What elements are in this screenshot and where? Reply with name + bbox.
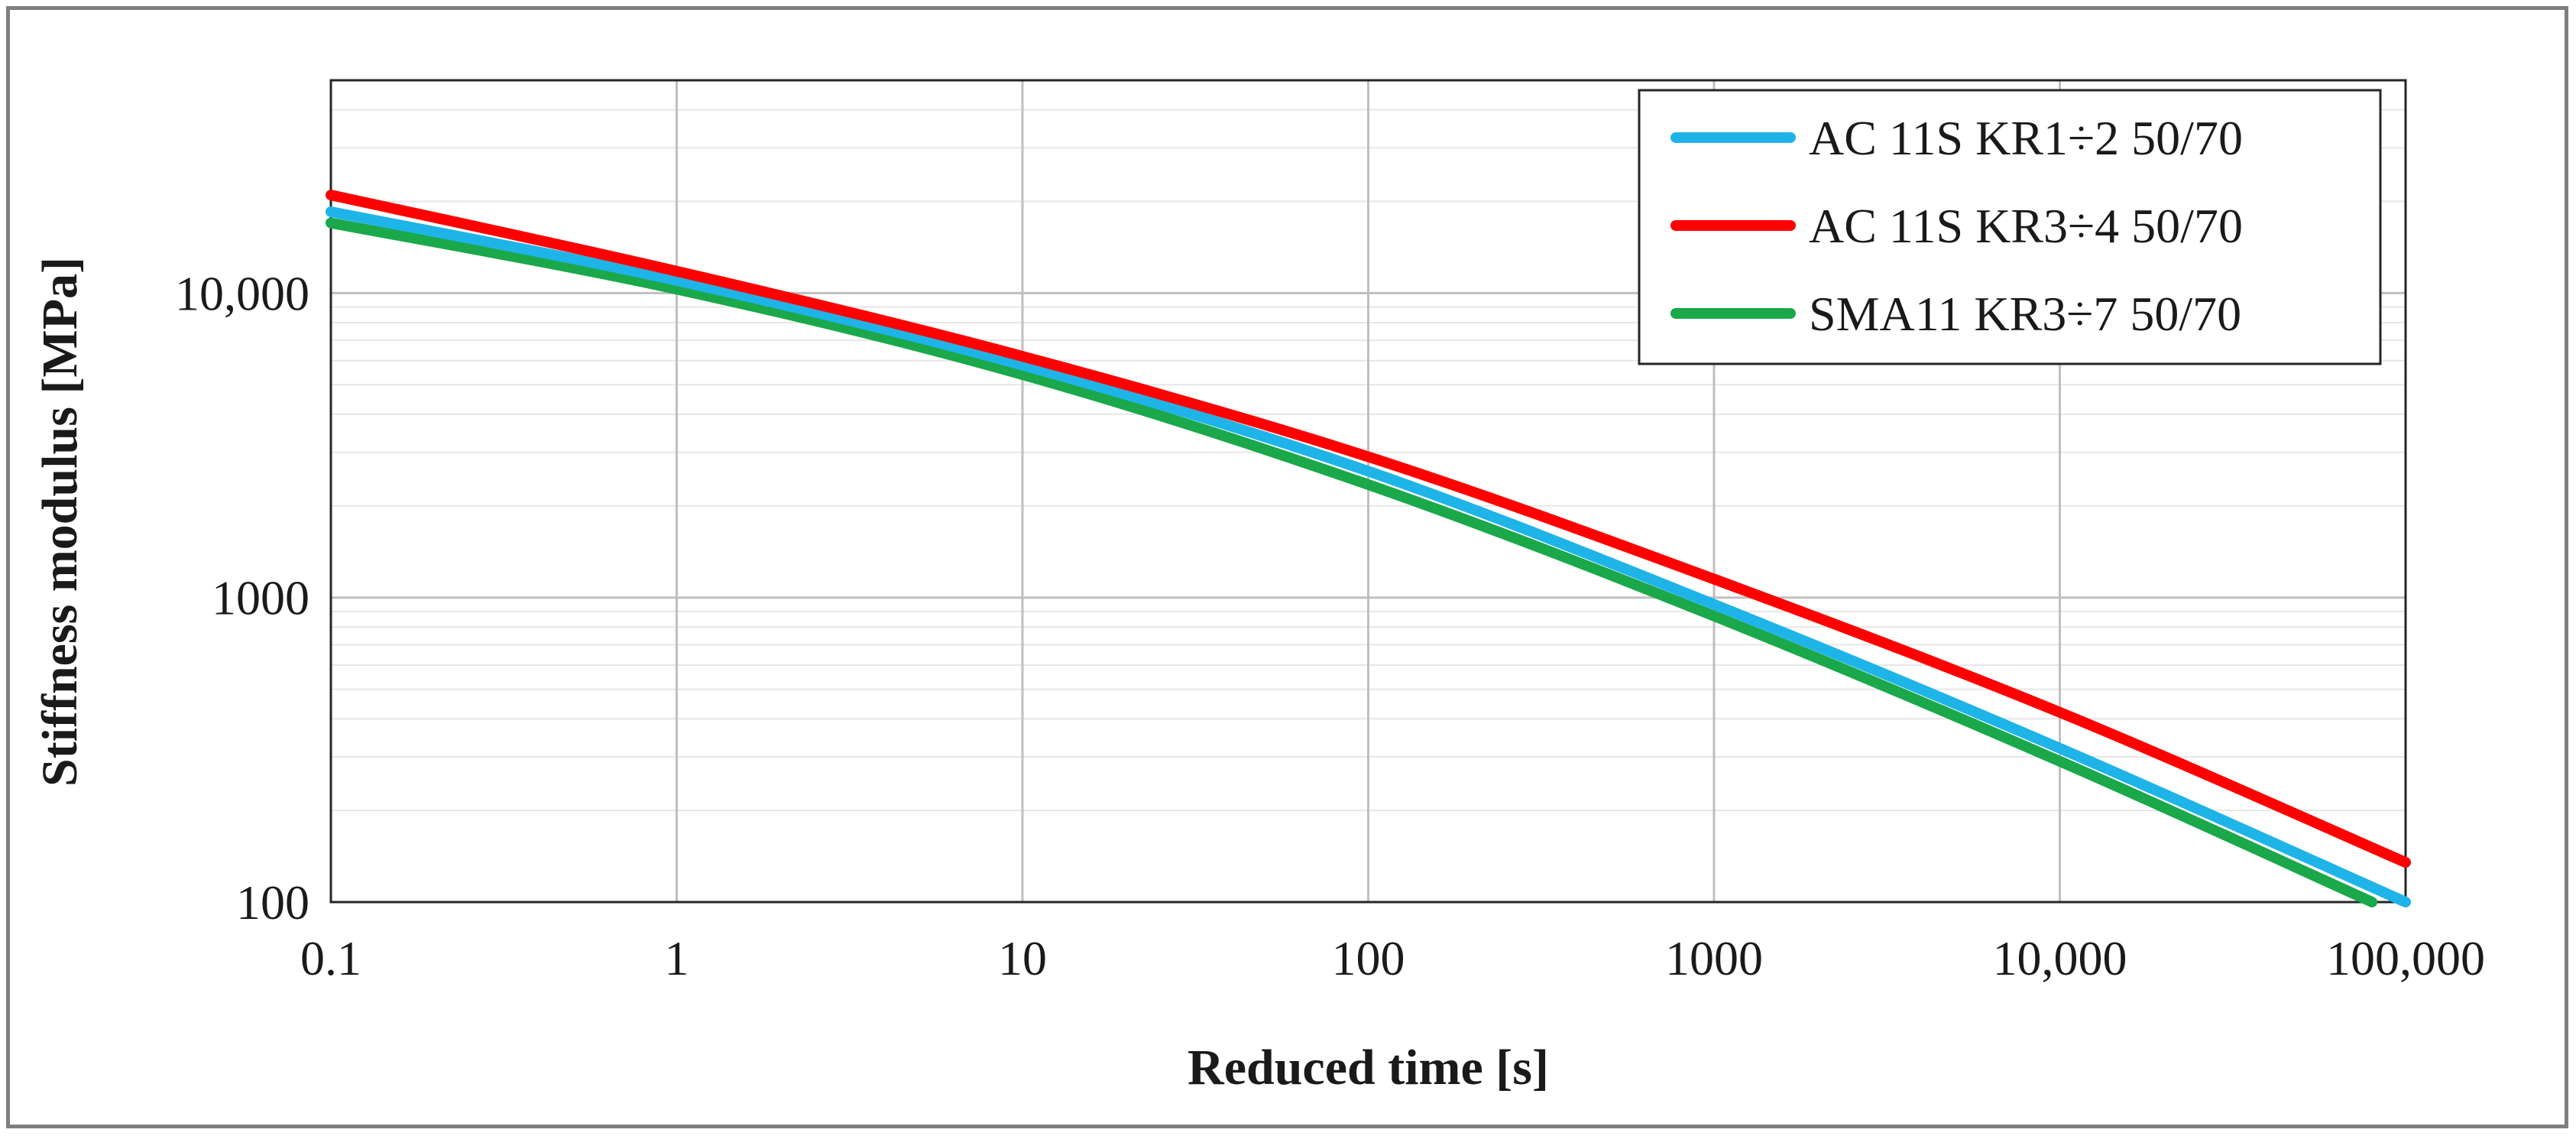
y-tick-labels: 100 1000 10,000 bbox=[175, 266, 309, 930]
legend-label-3: SMA11 KR3÷7 50/70 bbox=[1809, 287, 2241, 341]
x-tick-label: 1 bbox=[665, 931, 689, 985]
legend-label-2: AC 11S KR3÷4 50/70 bbox=[1809, 199, 2243, 253]
legend: AC 11S KR1÷2 50/70 AC 11S KR3÷4 50/70 SMA1… bbox=[1638, 89, 2382, 365]
legend-label-1: AC 11S KR1÷2 50/70 bbox=[1809, 111, 2243, 165]
x-tick-labels: 0.1 1 10 100 1000 10,000 100,000 bbox=[300, 931, 2485, 985]
x-axis-title: Reduced time [s] bbox=[1188, 1040, 1549, 1095]
y-tick-label: 100 bbox=[236, 875, 309, 930]
y-tick-label: 1000 bbox=[212, 571, 309, 625]
x-tick-label: 10 bbox=[998, 931, 1047, 985]
series-line-1 bbox=[326, 206, 2411, 907]
legend-items: AC 11S KR1÷2 50/70 AC 11S KR3÷4 50/70 SMA1… bbox=[1670, 111, 2243, 341]
plot-border bbox=[329, 79, 2407, 904]
x-tick-label: 100 bbox=[1332, 931, 1405, 985]
x-tick-label: 10,000 bbox=[1993, 931, 2127, 985]
x-tick-label: 100,000 bbox=[2326, 931, 2485, 985]
y-axis-title: Stiffness modulus [MPa] bbox=[32, 257, 88, 787]
y-tick-label: 10,000 bbox=[175, 266, 309, 320]
x-tick-label: 1000 bbox=[1665, 931, 1763, 985]
series-layer bbox=[326, 190, 2411, 907]
series-line-2 bbox=[326, 190, 2411, 868]
series-line-3 bbox=[326, 217, 2378, 907]
x-tick-label: 0.1 bbox=[300, 931, 361, 985]
